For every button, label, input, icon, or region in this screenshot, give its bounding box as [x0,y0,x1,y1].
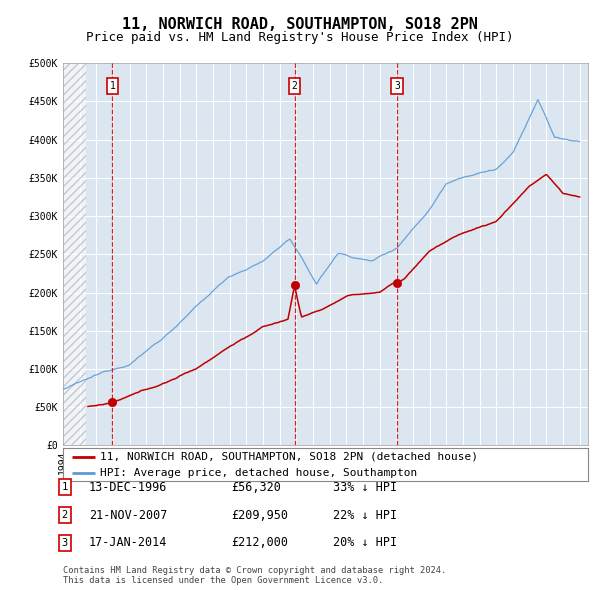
Text: £56,320: £56,320 [231,481,281,494]
Text: 22% ↓ HPI: 22% ↓ HPI [333,509,397,522]
Text: 11, NORWICH ROAD, SOUTHAMPTON, SO18 2PN (detached house): 11, NORWICH ROAD, SOUTHAMPTON, SO18 2PN … [100,451,478,461]
Text: 33% ↓ HPI: 33% ↓ HPI [333,481,397,494]
Text: 17-JAN-2014: 17-JAN-2014 [89,536,167,549]
Text: 2: 2 [292,81,298,91]
Text: £212,000: £212,000 [231,536,288,549]
Text: 1: 1 [109,81,115,91]
Text: 11, NORWICH ROAD, SOUTHAMPTON, SO18 2PN: 11, NORWICH ROAD, SOUTHAMPTON, SO18 2PN [122,17,478,31]
Text: 1: 1 [62,483,68,492]
Text: 3: 3 [394,81,400,91]
Text: 3: 3 [62,538,68,548]
Text: 21-NOV-2007: 21-NOV-2007 [89,509,167,522]
Text: 13-DEC-1996: 13-DEC-1996 [89,481,167,494]
Text: Contains HM Land Registry data © Crown copyright and database right 2024.
This d: Contains HM Land Registry data © Crown c… [63,566,446,585]
Text: 2: 2 [62,510,68,520]
Text: 20% ↓ HPI: 20% ↓ HPI [333,536,397,549]
Text: £209,950: £209,950 [231,509,288,522]
Text: HPI: Average price, detached house, Southampton: HPI: Average price, detached house, Sout… [100,468,417,478]
Text: Price paid vs. HM Land Registry's House Price Index (HPI): Price paid vs. HM Land Registry's House … [86,31,514,44]
